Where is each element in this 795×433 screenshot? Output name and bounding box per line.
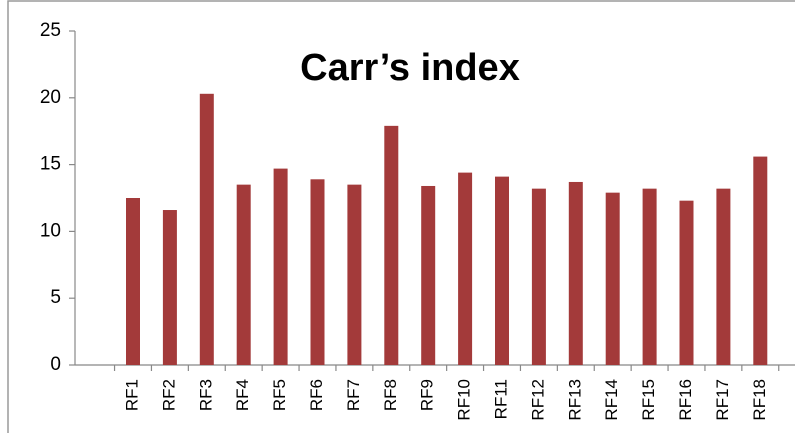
x-tick-label: RF1 bbox=[122, 379, 141, 411]
x-tick-label: RF17 bbox=[713, 379, 732, 421]
x-tick-label: RF15 bbox=[639, 379, 658, 421]
y-tick-label: 5 bbox=[50, 287, 61, 308]
bar bbox=[753, 156, 768, 365]
y-tick-label: 25 bbox=[40, 20, 61, 41]
x-tick-label: RF14 bbox=[602, 379, 621, 421]
x-tick-label: RF18 bbox=[750, 379, 769, 421]
x-tick-label: RF13 bbox=[565, 379, 584, 421]
x-tick-label: RF7 bbox=[344, 379, 363, 411]
bar bbox=[531, 188, 546, 365]
x-tick-label: RF6 bbox=[307, 379, 326, 411]
bar bbox=[458, 172, 473, 365]
x-tick-label: RF4 bbox=[233, 379, 252, 411]
chart-frame bbox=[7, 0, 795, 433]
bar bbox=[495, 176, 509, 365]
y-tick-label: 20 bbox=[40, 87, 61, 108]
bar bbox=[605, 192, 620, 365]
y-tick-label: 0 bbox=[50, 354, 61, 375]
bar bbox=[236, 184, 251, 365]
bar bbox=[273, 168, 288, 365]
y-tick-label: 15 bbox=[40, 154, 61, 175]
bar bbox=[347, 184, 362, 365]
x-tick-label: RF5 bbox=[270, 379, 289, 411]
x-tick-label: RF9 bbox=[418, 379, 437, 411]
bar bbox=[642, 188, 657, 365]
x-tick-label: RF2 bbox=[159, 379, 178, 411]
bar bbox=[199, 93, 214, 366]
bar bbox=[568, 181, 583, 365]
x-tick-label: RF3 bbox=[196, 379, 215, 411]
bar bbox=[384, 125, 399, 365]
x-tick-label: RF12 bbox=[528, 379, 547, 421]
x-tick-label: RF16 bbox=[676, 379, 695, 421]
chart-title: Carr’s index bbox=[300, 47, 520, 89]
bar bbox=[162, 210, 177, 365]
x-tick-label: RF8 bbox=[381, 379, 400, 411]
bar bbox=[421, 185, 436, 365]
bar bbox=[716, 188, 731, 365]
x-tick-label: RF11 bbox=[491, 379, 510, 419]
bar bbox=[310, 179, 325, 365]
y-tick-label: 10 bbox=[40, 220, 61, 241]
x-tick-label: RF10 bbox=[455, 379, 474, 421]
bar bbox=[679, 200, 694, 365]
bar bbox=[126, 198, 140, 365]
